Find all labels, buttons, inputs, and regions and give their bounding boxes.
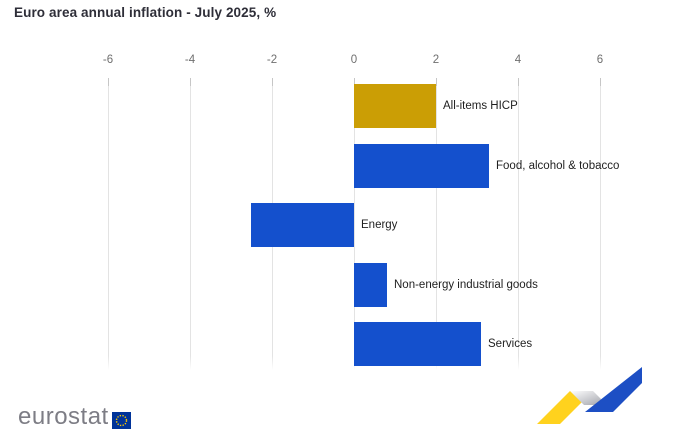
eurostat-logo-text: eurostat [18,403,109,430]
bar [354,263,387,307]
bar [354,322,481,366]
bar-label: All-items HICP [443,100,518,112]
x-tick-label: -4 [184,54,196,66]
bar-label: Food, alcohol & tobacco [496,160,620,172]
x-tick-label: 2 [432,54,440,66]
grid-line [189,78,191,370]
eu-flag-background [111,412,131,429]
chart-title: Euro area annual inflation - July 2025, … [14,5,277,20]
eu-flag-stars [115,414,127,427]
x-tick-label: 6 [596,54,604,66]
eurostat-zigzag-graphic [537,367,642,424]
bar-label: Energy [361,219,398,231]
x-tick-label: -2 [266,54,278,66]
x-tick-label: 0 [350,54,358,66]
bar [354,84,436,128]
grid-line [107,78,109,370]
grid-line [599,78,601,370]
zigzag-blue-segment [585,367,642,412]
grid-line [517,78,519,370]
bar-label: Non-energy industrial goods [394,279,538,291]
eurostat-logo: eurostat [18,405,131,429]
bar-label: Services [488,338,533,350]
zigzag-gray-fold [570,391,607,405]
bar [354,144,489,188]
grid-line [353,78,355,370]
eu-flag-icon [111,412,131,429]
x-tick-label: 4 [514,54,522,66]
grid-line [435,78,437,370]
x-tick-label: -6 [102,54,114,66]
bar [251,203,354,247]
